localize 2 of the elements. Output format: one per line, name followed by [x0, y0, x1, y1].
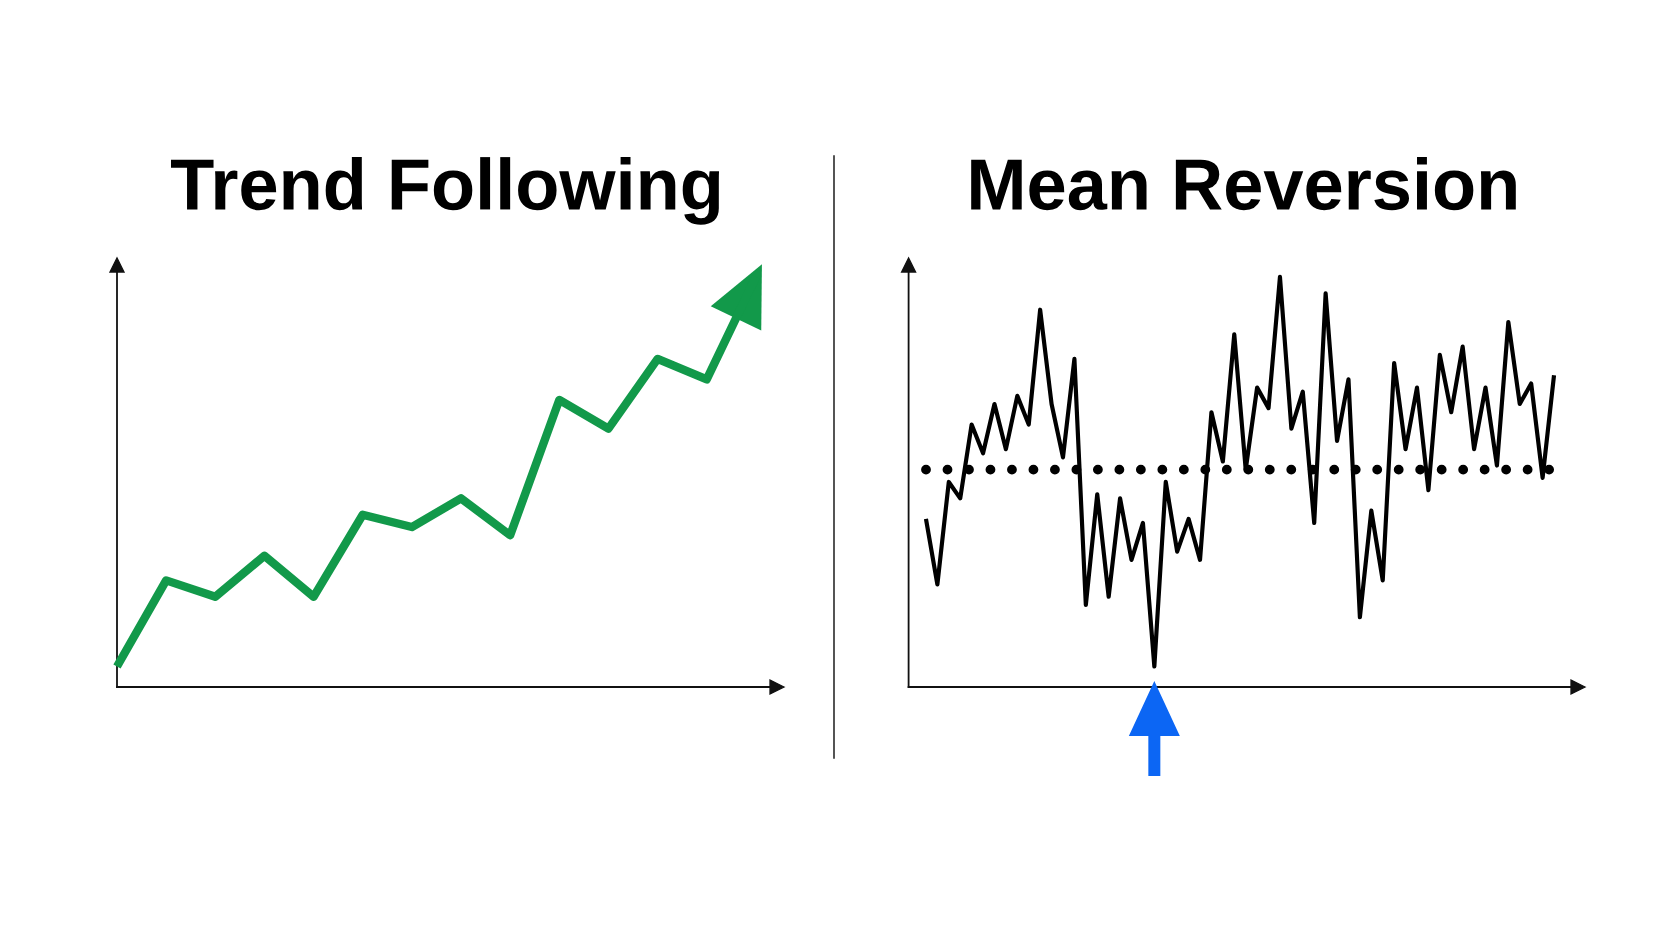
chart-title: Mean Reversion: [971, 157, 1516, 211]
chart-title: Trend Following: [171, 157, 720, 225]
